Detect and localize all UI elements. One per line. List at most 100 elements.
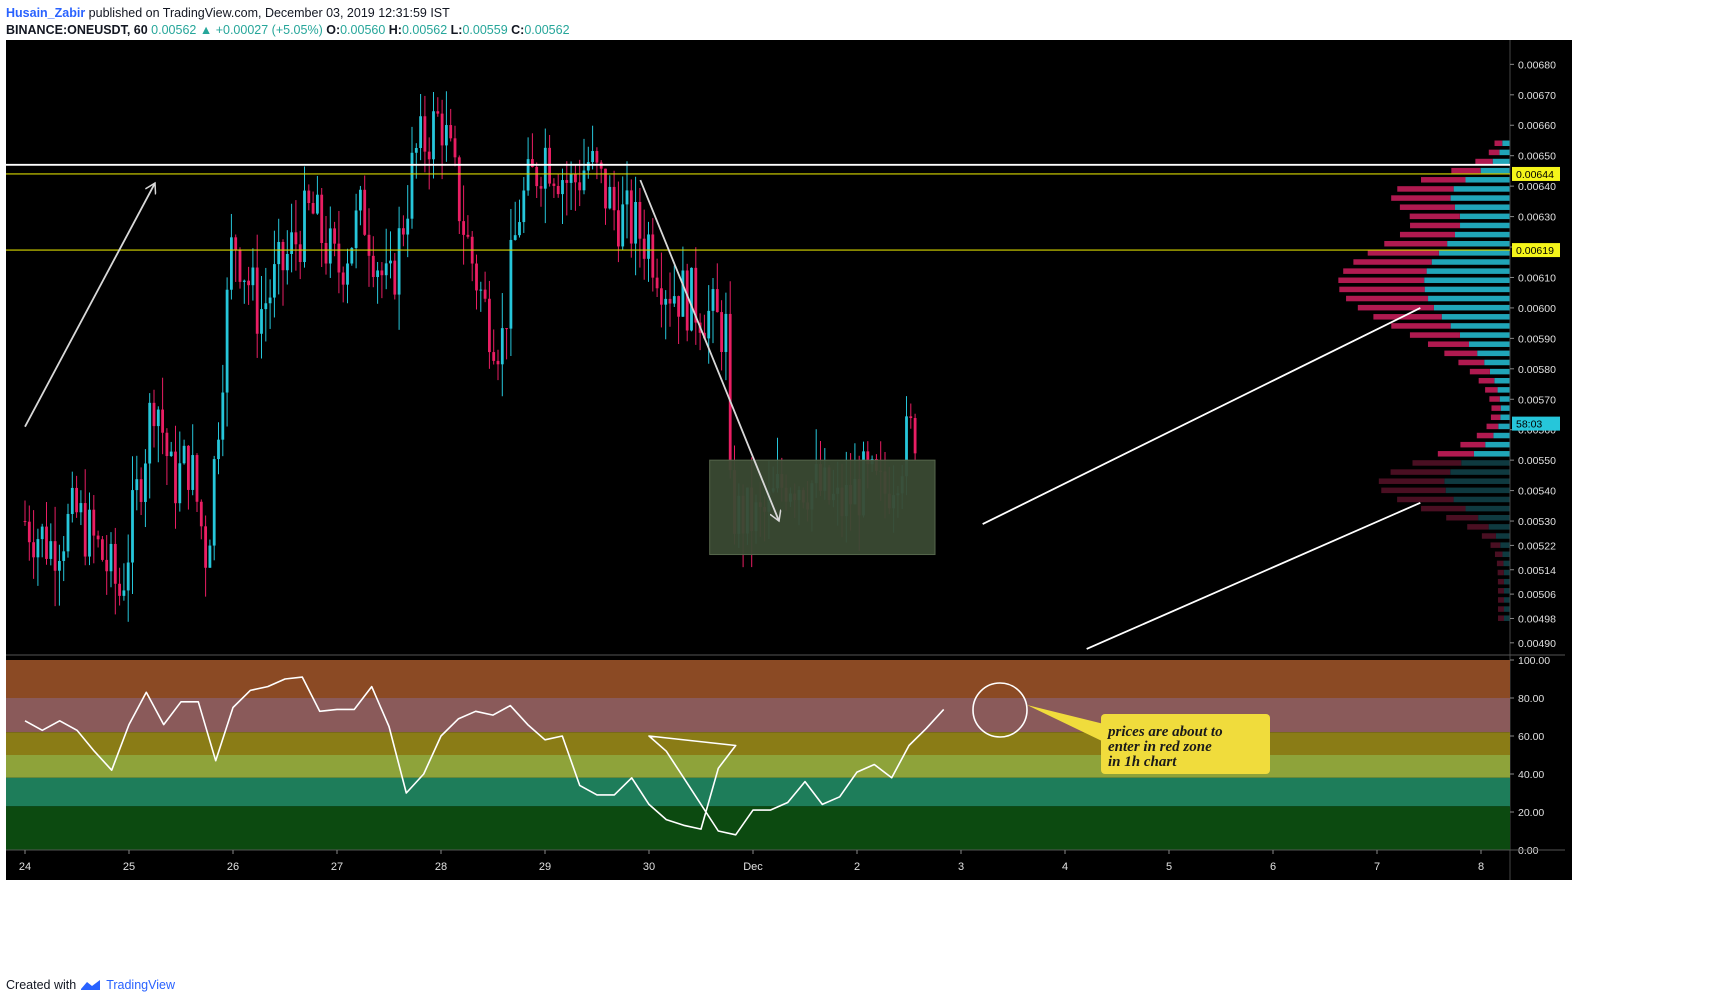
candle-body — [363, 189, 367, 235]
vp-buy-bar — [1450, 323, 1510, 329]
open-label: O: — [326, 23, 341, 37]
vp-buy-bar — [1450, 195, 1510, 201]
candle-body — [105, 559, 109, 572]
candle-body — [131, 490, 134, 563]
rsi-series-line — [24, 676, 945, 836]
candle-body — [715, 289, 719, 313]
candle-body — [556, 185, 560, 195]
vp-sell-bar — [1421, 177, 1466, 183]
price-tick-label: 0.00490 — [1518, 638, 1556, 650]
vp-buy-bar — [1495, 533, 1510, 539]
candle-body — [221, 392, 225, 440]
vp-buy-bar — [1473, 451, 1510, 457]
price-tick-label: 0.00640 — [1518, 181, 1556, 193]
horizontal-levels: 0.00644 0.00619 58:03 — [6, 163, 1560, 431]
vp-buy-bar — [1465, 505, 1510, 512]
low-label: L: — [450, 23, 463, 37]
high-label: H: — [388, 23, 402, 37]
candle-body — [88, 509, 91, 557]
candle-body — [509, 239, 513, 329]
vp-buy-bar — [1480, 167, 1510, 174]
candle-body — [496, 360, 500, 365]
candle-body — [457, 157, 461, 222]
vp-sell-bar — [1339, 286, 1425, 293]
time-tick-label: 27 — [331, 861, 343, 873]
vp-buy-bar — [1453, 186, 1510, 192]
rsi-zone-band — [6, 698, 1510, 733]
candle-body — [505, 328, 508, 330]
candle-body — [251, 267, 255, 286]
vp-sell-bar — [1488, 149, 1500, 156]
candle-body — [92, 509, 96, 536]
vp-sell-bar — [1397, 496, 1454, 503]
annotation-circle — [972, 682, 1028, 738]
vp-buy-bar — [1444, 478, 1510, 484]
vp-sell-bar — [1373, 314, 1442, 320]
vp-buy-bar — [1500, 542, 1510, 548]
close-label: C: — [511, 23, 525, 37]
candle-body — [539, 186, 543, 189]
vp-sell-bar — [1343, 268, 1427, 274]
candle-body — [53, 541, 57, 571]
rsi-annotation: prices are about to enter in red zone in… — [972, 682, 1270, 774]
candle-body — [445, 125, 448, 146]
level-price-tag — [1512, 243, 1560, 258]
candle-body — [118, 583, 121, 596]
vp-sell-bar — [1475, 158, 1493, 165]
candle-body — [66, 513, 70, 552]
rsi-tick-label: 100.00 — [1518, 655, 1550, 667]
candle-body — [629, 190, 633, 244]
vp-sell-bar — [1497, 588, 1504, 594]
candle-body — [152, 402, 156, 427]
tradingview-link[interactable]: TradingView — [106, 978, 175, 992]
author-link[interactable]: Husain_Zabir — [6, 6, 86, 20]
vp-sell-bar — [1451, 167, 1481, 174]
candle-body — [384, 263, 388, 276]
candle-body — [333, 228, 336, 244]
tradingview-logo-icon[interactable] — [80, 979, 102, 991]
candle-body — [70, 487, 74, 514]
price-tick-label: 0.00680 — [1518, 59, 1556, 71]
candle-body — [526, 159, 530, 191]
candle-body — [273, 264, 276, 298]
price-tick-label: 0.00506 — [1518, 589, 1556, 601]
vp-buy-bar — [1494, 377, 1510, 384]
price-tick-label: 0.00660 — [1518, 120, 1556, 132]
rsi-tick-label: 20.00 — [1518, 807, 1544, 819]
chart-canvas[interactable]: 0.006800.006700.006600.006500.006400.006… — [0, 40, 1722, 972]
vp-sell-bar — [1490, 414, 1501, 421]
vp-buy-bar — [1453, 496, 1510, 503]
symbol-label[interactable]: BINANCE:ONEUSDT, 60 — [6, 23, 148, 37]
candle-body — [414, 147, 418, 153]
candle-body — [27, 521, 31, 543]
candle-body — [341, 272, 345, 285]
published-text: published on TradingView.com, December 0… — [88, 6, 450, 20]
price-tick-label: 0.00590 — [1518, 333, 1556, 345]
candle-body — [101, 539, 104, 560]
vp-sell-bar — [1367, 250, 1439, 256]
candle-body — [264, 303, 268, 310]
vp-buy-bar — [1465, 177, 1510, 183]
vp-buy-bar — [1497, 387, 1510, 393]
candle-body — [320, 194, 324, 243]
vp-sell-bar — [1409, 213, 1460, 220]
callout-text-1: prices are about to — [1106, 724, 1223, 740]
candle-body — [242, 280, 246, 282]
rsi-tick-label: 60.00 — [1518, 731, 1544, 743]
time-tick-label: 29 — [539, 861, 551, 873]
candle-body — [234, 237, 238, 250]
created-with-text: Created with — [6, 978, 77, 992]
vp-sell-bar — [1481, 533, 1496, 539]
candle-body — [582, 170, 586, 191]
candle-body — [591, 151, 594, 163]
price-tick-label: 0.00670 — [1518, 90, 1556, 102]
time-tick-label: 3 — [958, 861, 964, 873]
trend-arrow — [24, 183, 155, 428]
candle-body — [109, 543, 113, 572]
price-tick-label: 0.00498 — [1518, 613, 1556, 625]
vp-buy-bar — [1500, 414, 1510, 421]
vp-sell-bar — [1346, 295, 1429, 302]
candle-body — [75, 487, 78, 513]
vp-sell-bar — [1444, 350, 1478, 357]
candle-body — [40, 526, 44, 540]
